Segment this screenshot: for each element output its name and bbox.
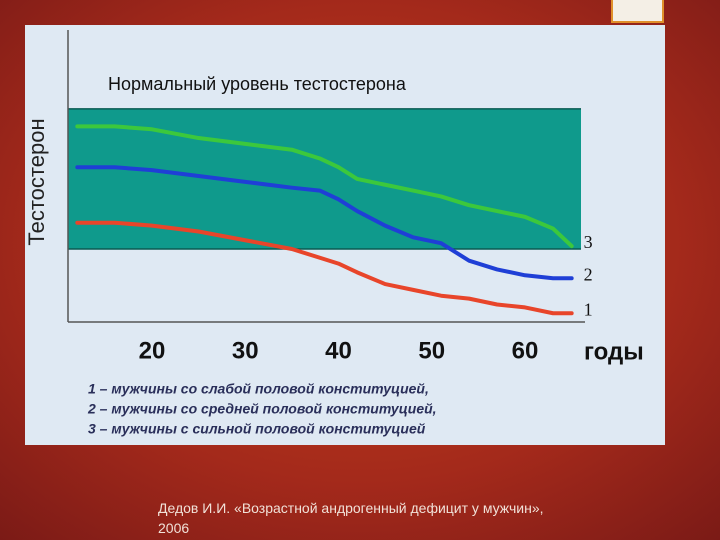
plot: 20 30 40 50 60 [67, 30, 585, 364]
y-axis-label: Тестостерон [24, 118, 49, 245]
chart-title: Нормальный уровень тестостерона [108, 74, 407, 94]
x-tick-label: 30 [232, 337, 259, 364]
x-axis-label: годы [584, 338, 644, 365]
x-tick-label: 20 [139, 337, 166, 364]
caption: Дедов И.И. «Возрастной андрогенный дефиц… [158, 500, 544, 536]
legend-text: 1 – мужчины со слабой половой конституци… [88, 381, 429, 397]
legend-text: 3 – мужчины с сильной половой конституци… [88, 421, 426, 437]
x-tick-label: 50 [418, 337, 445, 364]
series-label: 3 [584, 232, 593, 252]
corner-tab [611, 0, 664, 23]
x-tick-label: 60 [512, 337, 539, 364]
series-label: 1 [584, 299, 593, 319]
series-line [75, 165, 574, 281]
legend-text: 2 – мужчины со средней половой конституц… [87, 401, 437, 417]
series-line [75, 124, 574, 249]
series-line [75, 220, 574, 316]
x-tick-label: 40 [325, 337, 352, 364]
series-label: 2 [584, 264, 593, 284]
